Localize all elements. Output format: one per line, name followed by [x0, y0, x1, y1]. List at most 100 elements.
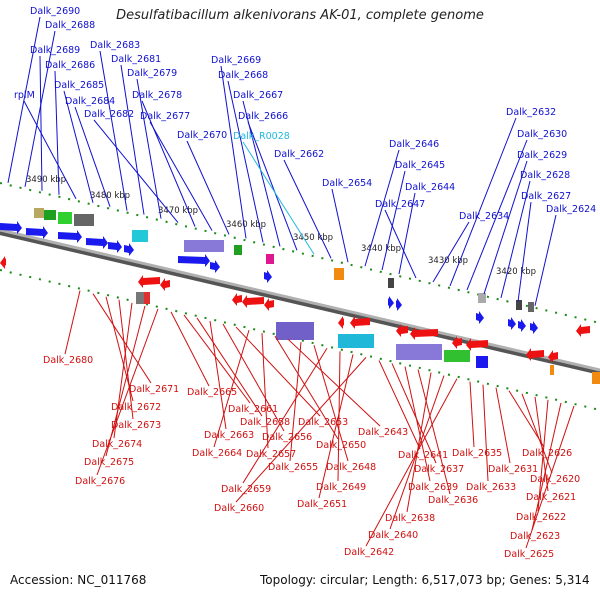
- gene-label: Dalk_2630: [517, 129, 567, 140]
- gene-label: Dalk_2624: [546, 204, 596, 215]
- reverse-gene-leader: [274, 335, 339, 440]
- reverse-gene-arrow: [548, 350, 558, 363]
- gene-label: Dalk_2684: [65, 96, 115, 107]
- gene-feature-block: [592, 372, 600, 384]
- reverse-gene-arrow: [350, 316, 370, 329]
- gene-feature-block: [388, 278, 394, 288]
- gene-label: Dalk_2643: [358, 427, 408, 438]
- gene-label: Dalk_2641: [398, 450, 448, 461]
- reverse-gene-leader: [313, 345, 349, 462]
- forward-gene-leader: [149, 121, 213, 231]
- forward-gene-leader: [63, 90, 94, 203]
- reverse-gene-leader: [183, 314, 251, 404]
- reverse-gene-leader: [105, 305, 146, 457]
- kbp-tick-label: 3490 kbp: [26, 175, 66, 185]
- reverse-gene-leader: [521, 393, 553, 474]
- forward-gene-leader: [74, 106, 111, 207]
- reverse-gene-leader: [534, 396, 549, 492]
- forward-gene-leader: [398, 192, 416, 275]
- gene-label: Dalk_2690: [30, 6, 80, 17]
- reverse-gene-leader: [196, 317, 263, 417]
- gene-feature-block: [338, 334, 374, 348]
- gene-feature-block: [74, 214, 94, 226]
- gene-label: Dalk_2666: [238, 111, 288, 122]
- gene-label: Dalk_2671: [129, 384, 179, 395]
- reverse-gene-arrow: [466, 338, 488, 351]
- gene-feature-block: [276, 322, 314, 340]
- reverse-gene-arrow: [576, 324, 590, 337]
- gene-feature-block: [184, 240, 224, 252]
- gene-label: Dalk_2646: [389, 139, 439, 150]
- genome-backbone-highlight: [0, 228, 600, 372]
- reverse-gene-arrow: [160, 278, 170, 291]
- reverse-gene-leader: [209, 320, 227, 430]
- gene-label: Dalk_2660: [214, 503, 264, 514]
- reverse-gene-leader: [92, 293, 152, 384]
- reverse-gene-leader: [287, 338, 381, 427]
- gene-label: Dalk_2667: [233, 90, 283, 101]
- kbp-tick-label: 3430 kbp: [428, 256, 468, 266]
- forward-gene-leader: [24, 30, 56, 187]
- forward-gene-leader: [384, 209, 417, 279]
- reverse-gene-leader: [222, 323, 285, 432]
- gene-label: Dalk_2658: [240, 417, 290, 428]
- genome-title: Desulfatibacillum alkenivorans AK-01, co…: [116, 8, 484, 23]
- forward-gene-arrow: [530, 321, 538, 334]
- reverse-gene-leader: [96, 308, 159, 476]
- gene-label: Dalk_2621: [526, 492, 576, 503]
- kbp-tick-label: 3440 kbp: [361, 244, 401, 254]
- gene-label: Dalk_2670: [177, 130, 227, 141]
- forward-gene-leader: [517, 201, 532, 302]
- forward-gene-leader: [534, 214, 557, 306]
- gene-label: Dalk_2661: [228, 404, 278, 415]
- gene-label: Dalk_2665: [187, 387, 237, 398]
- gene-label: Dalk_2654: [322, 178, 372, 189]
- reverse-gene-leader: [365, 378, 458, 547]
- gene-label: Dalk_R0028: [233, 131, 290, 142]
- forward-gene-arrow: [124, 243, 134, 256]
- forward-gene-arrow: [58, 230, 82, 243]
- reverse-gene-leader: [235, 326, 321, 417]
- reverse-gene-arrow: [264, 298, 274, 311]
- forward-gene-arrow: [476, 311, 484, 324]
- forward-gene-arrow: [86, 236, 108, 249]
- gene-label: Dalk_2655: [268, 462, 318, 473]
- gene-label: Dalk_2631: [488, 464, 538, 475]
- gene-label: Dalk_2677: [140, 111, 190, 122]
- gene-label: Dalk_2669: [211, 55, 261, 66]
- gene-label: Dalk_2672: [111, 402, 161, 413]
- gene-label: Dalk_2675: [84, 457, 134, 468]
- forward-gene-leader: [7, 16, 41, 183]
- forward-gene-leader: [141, 100, 196, 227]
- gene-label: Dalk_2647: [375, 199, 425, 210]
- gene-feature-block: [266, 254, 274, 264]
- forward-gene-arrow: [0, 221, 22, 234]
- forward-gene-leader: [120, 64, 145, 215]
- gene-label: Dalk_2689: [30, 45, 80, 56]
- gene-label: Dalk_2656: [262, 432, 312, 443]
- reverse-gene-leader: [261, 333, 269, 449]
- gene-label: Dalk_2680: [43, 355, 93, 366]
- gene-label: Dalk_2639: [408, 482, 458, 493]
- forward-gene-leader: [247, 121, 298, 251]
- gene-label: Dalk_2648: [326, 462, 376, 473]
- reverse-gene-leader: [337, 351, 341, 482]
- forward-gene-leader: [364, 149, 400, 267]
- gene-label: Dalk_2632: [506, 107, 556, 118]
- gene-label: Dalk_2626: [522, 448, 572, 459]
- gene-feature-block: [516, 300, 522, 310]
- reverse-gene-leader: [289, 342, 302, 462]
- gene-label: Dalk_2664: [192, 448, 242, 459]
- gene-label: Dalk_2633: [466, 482, 516, 493]
- gene-label: Dalk_2650: [316, 440, 366, 451]
- forward-gene-arrow: [396, 298, 402, 311]
- gene-label: Dalk_2627: [521, 191, 571, 202]
- forward-gene-arrow: [508, 317, 516, 330]
- forward-gene-leader: [136, 78, 162, 219]
- gene-label: Dalk_2637: [414, 464, 464, 475]
- forward-gene-arrow: [26, 226, 48, 239]
- gene-label: Dalk_2678: [132, 90, 182, 101]
- reverse-gene-leader: [118, 299, 134, 420]
- forward-gene-leader: [432, 221, 470, 283]
